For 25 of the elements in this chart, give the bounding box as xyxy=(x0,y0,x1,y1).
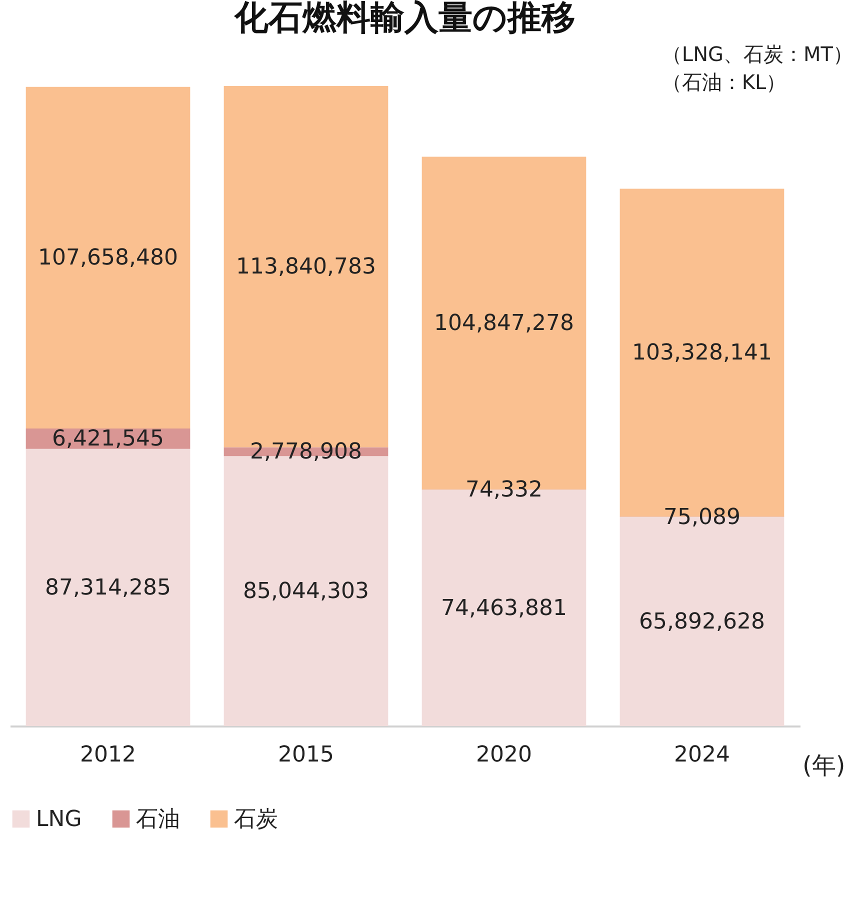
x-tick-label: 2012 xyxy=(80,742,136,768)
legend-label: LNG xyxy=(36,807,82,832)
data-label: 87,314,285 xyxy=(45,575,171,600)
x-tick-label: 2024 xyxy=(674,742,730,768)
chart-title: 化石燃料輸入量の推移 xyxy=(234,0,576,38)
x-tick-label: 2015 xyxy=(278,742,334,768)
data-label: 74,332 xyxy=(466,478,542,503)
data-label: 85,044,303 xyxy=(243,579,369,604)
data-label: 2,778,908 xyxy=(250,440,362,465)
data-label: 103,328,141 xyxy=(632,340,772,366)
data-label: 75,089 xyxy=(664,504,740,530)
data-label: 107,658,480 xyxy=(38,246,178,271)
data-label: 6,421,545 xyxy=(52,426,164,452)
bar xyxy=(26,86,190,429)
x-axis-title: (年) xyxy=(802,752,846,780)
annotation: （石油：KL） xyxy=(662,69,788,96)
text: （LNG、石炭：MT） xyxy=(662,41,853,68)
data-label: 74,463,881 xyxy=(441,596,567,621)
data-label: 104,847,278 xyxy=(434,311,574,336)
bar xyxy=(26,448,190,726)
data-label: 113,840,783 xyxy=(236,254,376,280)
x-tick-label: 2020 xyxy=(476,742,532,768)
data-label: 65,892,628 xyxy=(639,609,765,634)
legend-label: 石油 xyxy=(136,807,180,832)
legend-label: 石炭 xyxy=(234,807,278,832)
